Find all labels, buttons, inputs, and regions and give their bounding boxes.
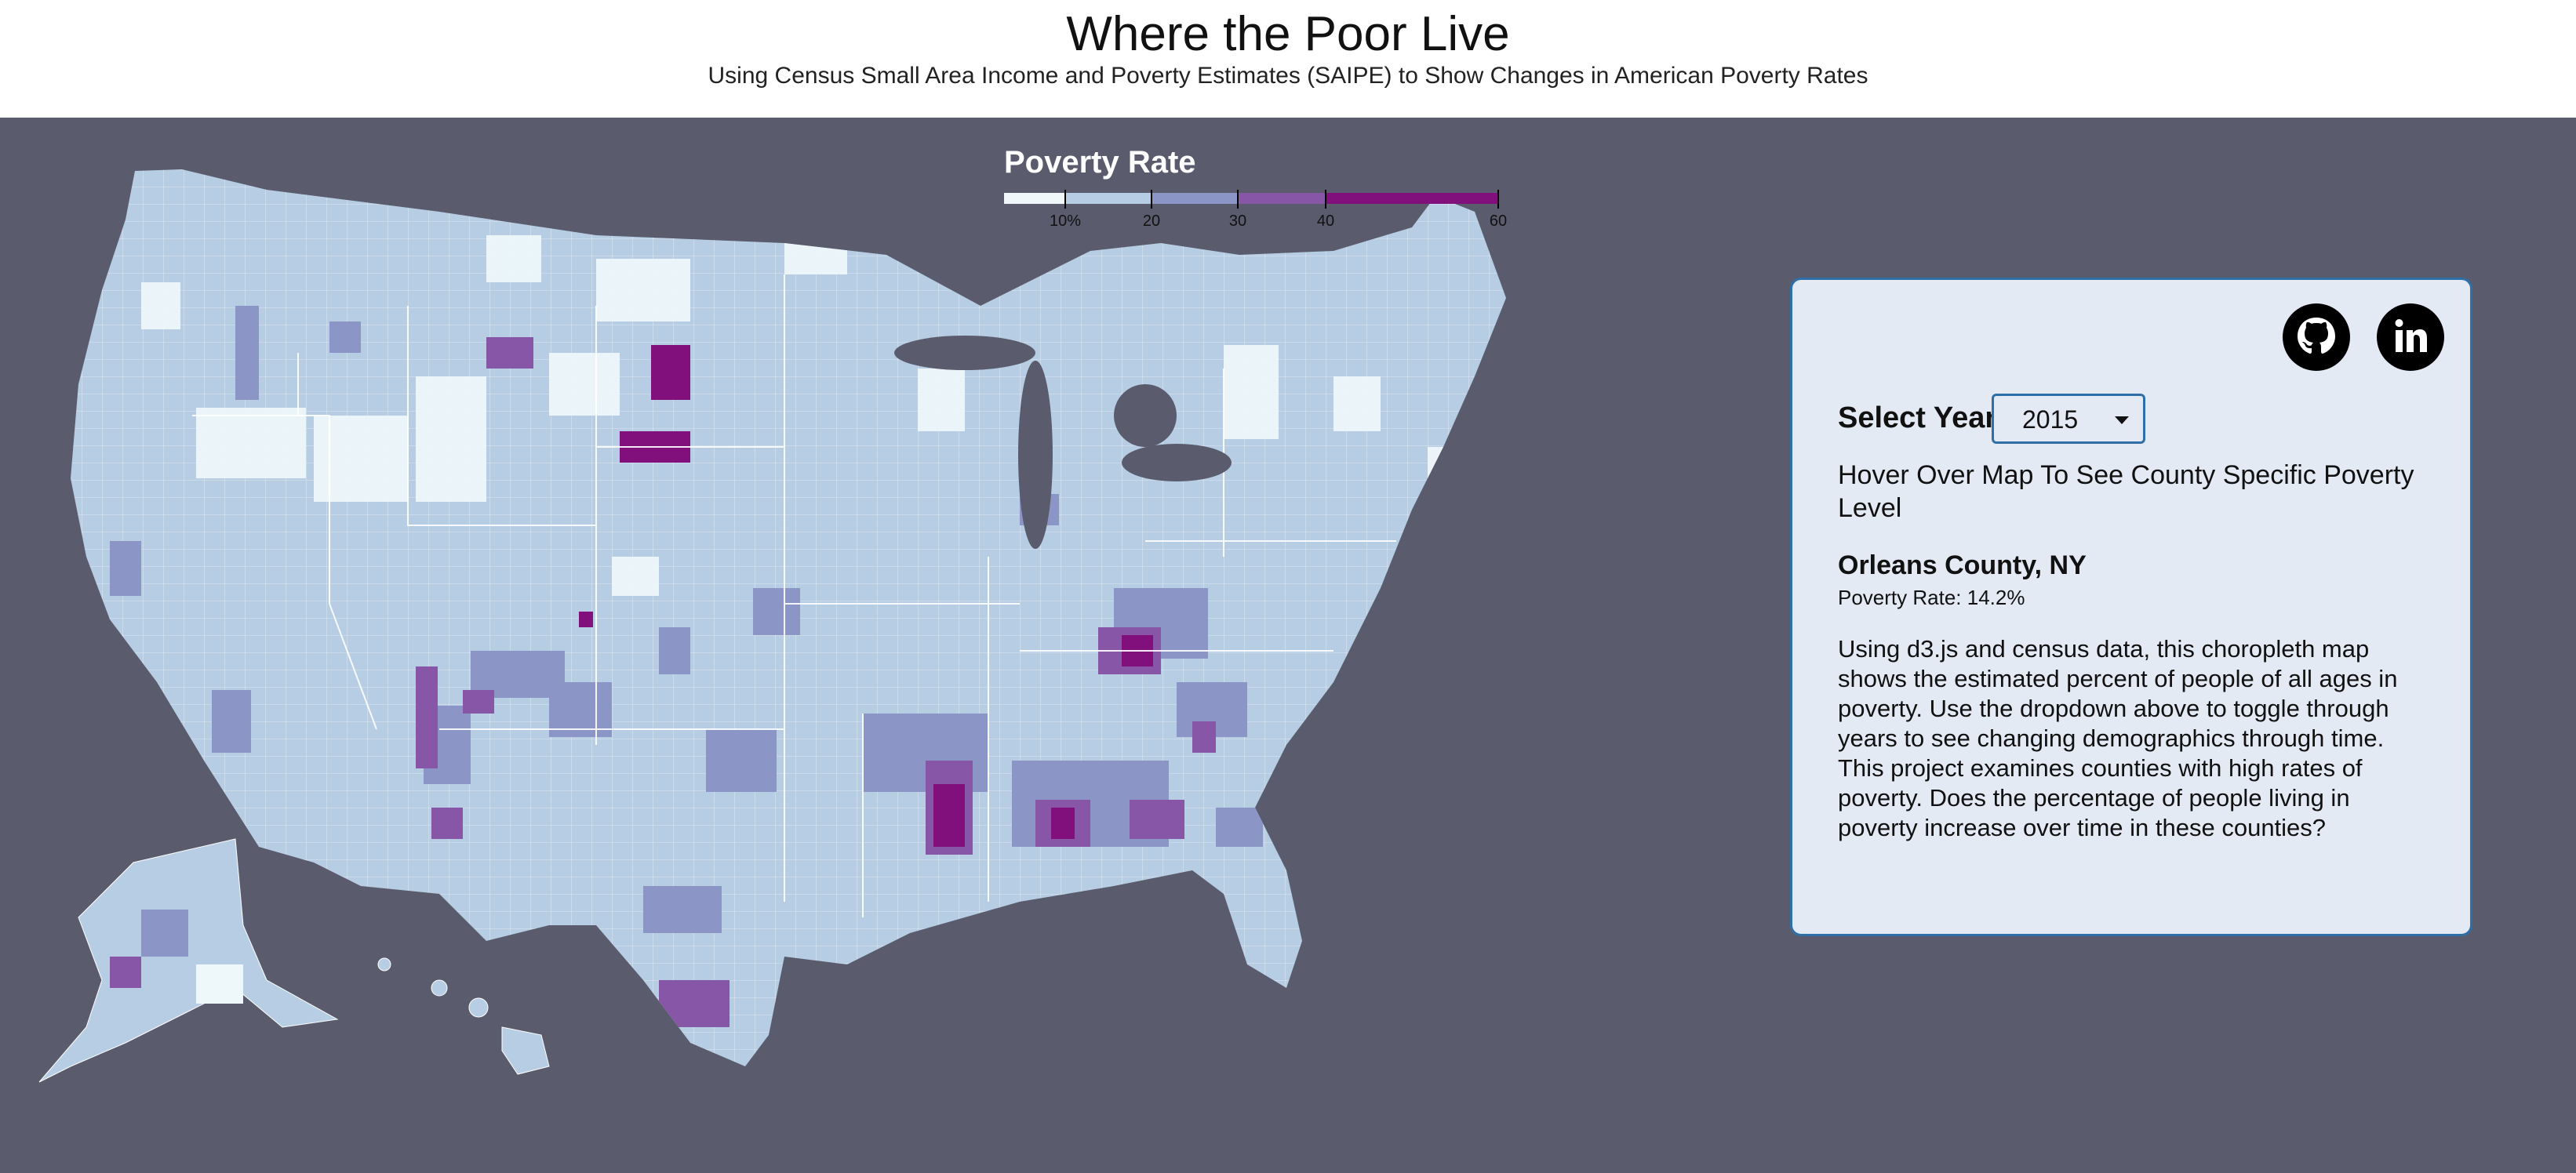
great-lakes [894,336,1232,549]
year-dropdown-value: 2015 [2022,405,2079,434]
county-name: Orleans County, NY [1838,550,2087,580]
page-subtitle: Using Census Small Area Income and Pover… [708,63,1868,89]
legend-tick-label: 30 [1229,212,1246,230]
legend-swatch [1326,193,1498,204]
legend-tick-label: 20 [1143,212,1160,230]
hawaii[interactable] [377,957,550,1075]
legend-swatch [1152,193,1238,204]
info-panel: Select Year 2015 Hover Over Map To See C… [1790,278,2472,936]
page-title: Where the Poor Live [1066,7,1510,61]
contiguous-us[interactable] [47,165,1537,1106]
project-description: Using d3.js and census data, this chorop… [1838,635,2398,841]
legend-swatch [1065,193,1152,204]
legend-tick-label: 10% [1050,212,1081,230]
legend-tick-label: 60 [1490,212,1507,230]
map-svg[interactable]: Poverty Rate 10% 20 30 40 60 [0,118,1569,1173]
page-header: Where the Poor Live Using Census Small A… [0,0,2576,118]
choropleth-map[interactable]: Poverty Rate 10% 20 30 40 60 [0,118,1569,1173]
legend-tick-label: 40 [1317,212,1334,230]
chevron-down-icon [2115,416,2129,424]
alaska[interactable] [38,838,339,1083]
github-icon[interactable] [2283,303,2350,371]
year-dropdown[interactable]: 2015 [1992,394,2145,444]
linkedin-icon[interactable] [2377,303,2444,371]
legend-swatch [1238,193,1326,204]
hover-instruction: Hover Over Map To See County Specific Po… [1838,460,2414,523]
legend-swatch [1004,193,1065,204]
county-poverty-rate: Poverty Rate: 14.2% [1838,586,2025,609]
legend-title: Poverty Rate [1004,145,1196,180]
select-year-label: Select Year [1838,401,1997,434]
legend: Poverty Rate 10% 20 30 40 60 [1004,145,1507,230]
